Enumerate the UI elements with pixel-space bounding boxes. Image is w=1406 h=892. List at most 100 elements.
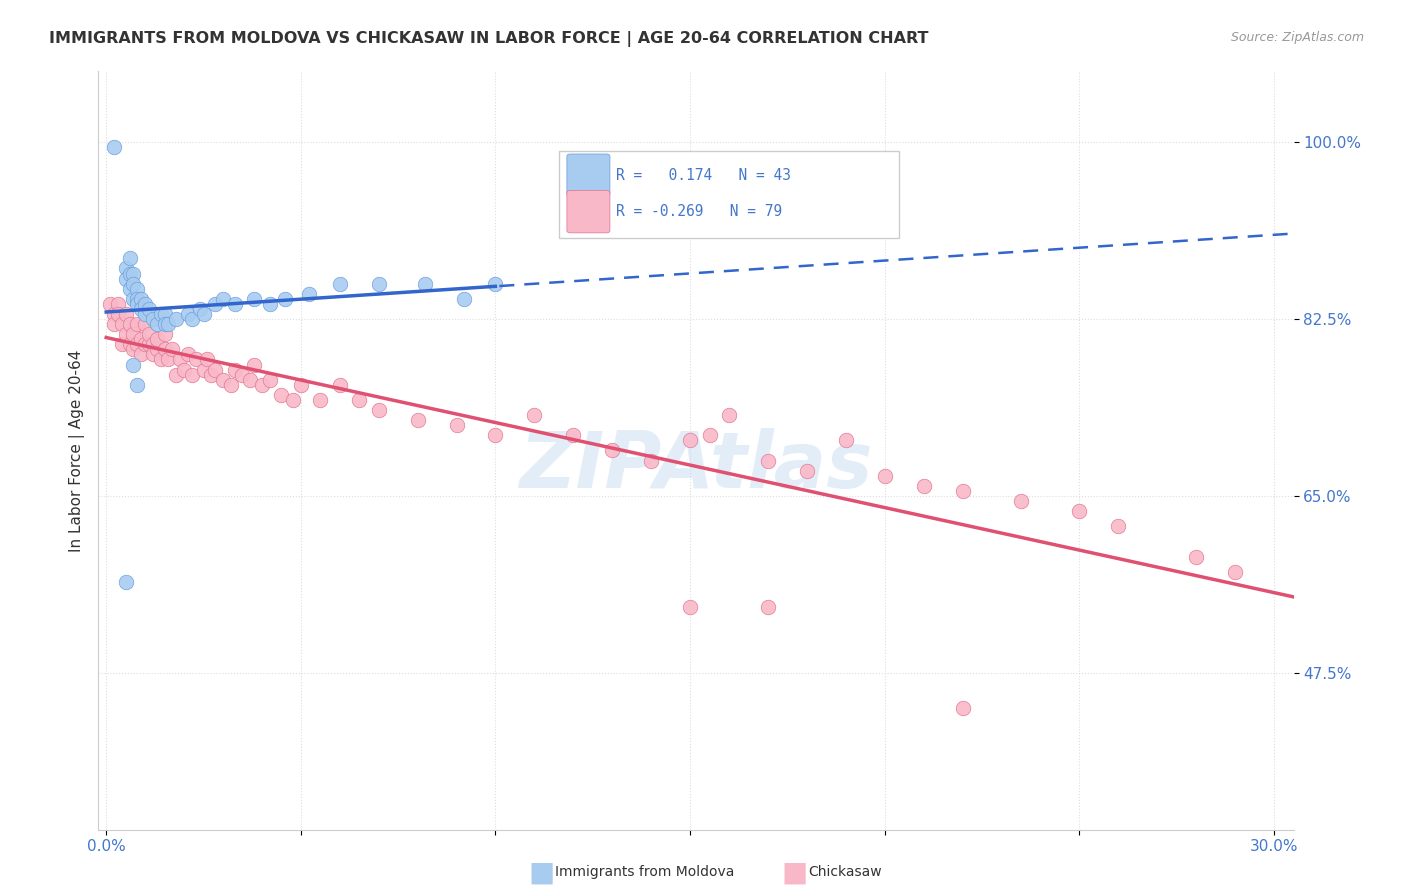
Point — [103, 317, 125, 331]
Point — [149, 352, 172, 367]
Point — [523, 408, 546, 422]
Point — [200, 368, 222, 382]
Point — [122, 267, 145, 281]
Point — [912, 479, 935, 493]
Point — [243, 292, 266, 306]
Point — [114, 261, 136, 276]
Point — [188, 301, 211, 316]
Point — [118, 317, 141, 331]
Point — [127, 297, 149, 311]
Point — [118, 252, 141, 266]
FancyBboxPatch shape — [567, 154, 610, 196]
Point — [197, 352, 219, 367]
Point — [562, 428, 585, 442]
Point — [138, 327, 160, 342]
Point — [184, 352, 207, 367]
Point — [157, 352, 180, 367]
Point — [129, 332, 152, 346]
Y-axis label: In Labor Force | Age 20-64: In Labor Force | Age 20-64 — [69, 350, 84, 551]
Point — [153, 307, 176, 321]
Point — [1185, 549, 1208, 564]
Point — [212, 292, 235, 306]
Point — [134, 337, 156, 351]
Point — [142, 347, 165, 361]
Point — [224, 362, 246, 376]
Point — [122, 292, 145, 306]
Point — [796, 464, 818, 478]
Point — [952, 701, 974, 715]
Point — [756, 453, 779, 467]
Point — [453, 292, 475, 306]
Point — [134, 307, 156, 321]
Point — [122, 327, 145, 342]
Text: ■: ■ — [782, 858, 807, 887]
Point — [484, 277, 506, 291]
Point — [290, 377, 312, 392]
Point — [138, 301, 160, 316]
Point — [270, 388, 292, 402]
Point — [204, 297, 226, 311]
Point — [134, 297, 156, 311]
Point — [138, 337, 160, 351]
Point — [103, 307, 125, 321]
Point — [114, 327, 136, 342]
Point — [177, 307, 200, 321]
Point — [679, 600, 702, 615]
Point — [952, 483, 974, 498]
Point — [309, 392, 332, 407]
Text: Source: ZipAtlas.com: Source: ZipAtlas.com — [1230, 31, 1364, 45]
Point — [219, 377, 242, 392]
Point — [243, 358, 266, 372]
Point — [367, 277, 389, 291]
Point — [98, 297, 121, 311]
Point — [204, 362, 226, 376]
Point — [107, 307, 129, 321]
Point — [193, 307, 215, 321]
Point — [129, 292, 152, 306]
Point — [127, 337, 149, 351]
Point — [118, 267, 141, 281]
Text: R = -0.269   N = 79: R = -0.269 N = 79 — [616, 204, 782, 219]
Point — [129, 301, 152, 316]
Point — [406, 413, 429, 427]
Point — [122, 277, 145, 291]
Point — [107, 297, 129, 311]
Point — [169, 352, 191, 367]
Point — [118, 337, 141, 351]
Point — [193, 362, 215, 376]
Point — [1223, 565, 1246, 579]
Text: R =   0.174   N = 43: R = 0.174 N = 43 — [616, 168, 792, 183]
Point — [367, 403, 389, 417]
Point — [415, 277, 437, 291]
Point — [146, 343, 169, 357]
Point — [274, 292, 297, 306]
Point — [127, 292, 149, 306]
Text: Immigrants from Moldova: Immigrants from Moldova — [555, 865, 735, 880]
Point — [153, 327, 176, 342]
Point — [679, 434, 702, 448]
Point — [177, 347, 200, 361]
Point — [259, 297, 281, 311]
Point — [231, 368, 253, 382]
Point — [122, 358, 145, 372]
Point — [122, 343, 145, 357]
Point — [127, 317, 149, 331]
Point — [165, 368, 187, 382]
Point — [298, 286, 321, 301]
Point — [114, 307, 136, 321]
Point — [349, 392, 371, 407]
FancyBboxPatch shape — [567, 190, 610, 233]
Point — [146, 317, 169, 331]
Point — [484, 428, 506, 442]
FancyBboxPatch shape — [558, 151, 900, 238]
Point — [873, 468, 896, 483]
Point — [118, 282, 141, 296]
Point — [142, 337, 165, 351]
Point — [146, 332, 169, 346]
Point — [1069, 504, 1091, 518]
Point — [640, 453, 662, 467]
Point — [114, 271, 136, 285]
Point — [165, 312, 187, 326]
Point — [259, 373, 281, 387]
Point — [114, 574, 136, 589]
